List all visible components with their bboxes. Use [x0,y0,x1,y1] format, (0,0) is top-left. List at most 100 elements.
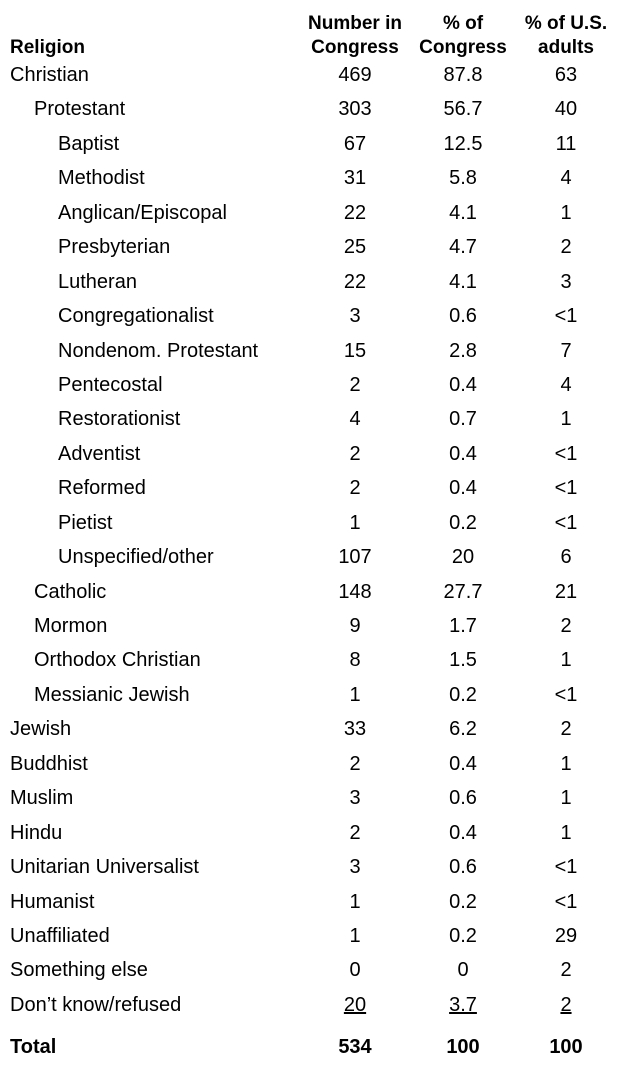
cell-value: 40 [554,98,578,121]
row-label: Christian [10,64,89,86]
row-label: Hindu [10,821,63,844]
row-label: Buddhist [10,752,88,775]
cell-value: 5.8 [449,167,477,190]
cell-value: 0.6 [449,787,477,810]
cell-value: <1 [554,305,578,328]
cell-value: 2 [349,752,361,775]
row-label: Something else [10,959,148,982]
cell-value: 0.4 [449,821,477,844]
cell-value: 3 [349,787,361,810]
row-label: Mormon [34,615,108,638]
cell-value: 2 [560,959,572,982]
row-label: Unaffiliated [10,925,110,947]
row-label: Unitarian Universalist [10,856,199,879]
cell-value: 303 [338,98,372,121]
row-label: Catholic [34,580,107,603]
cell-value: 2 [560,718,572,741]
cell-value: 2 [560,993,572,1016]
cell-value: 1 [560,752,572,775]
total-label: Total [10,1036,57,1058]
row-label: Adventist [58,442,141,465]
total-value: 100 [446,1036,480,1058]
cell-value: 4 [349,408,361,431]
cell-value: 0.2 [449,890,477,913]
cell-value: 4.1 [449,270,477,293]
cell-value: 1 [349,890,361,913]
cell-value: 15 [343,339,367,362]
cell-value: 2 [349,821,361,844]
cell-value: <1 [554,477,578,500]
cell-value: 1 [560,787,572,810]
cell-value: 1 [560,408,572,431]
cell-value: 3.7 [449,993,477,1016]
column-header: % of Congress [419,13,507,58]
row-label: Messianic Jewish [34,683,190,706]
cell-value: 6.2 [449,718,477,741]
cell-value: 29 [554,925,578,947]
cell-value: 9 [349,615,361,638]
cell-value: 56.7 [443,98,483,121]
cell-value: 25 [343,236,367,259]
cell-value: 1.7 [449,615,477,638]
cell-value: 2 [560,236,572,259]
cell-value: 11 [555,132,577,155]
cell-value: 0.6 [449,305,477,328]
cell-value: 2 [349,442,361,465]
row-label: Jewish [10,718,72,741]
cell-value: 1 [560,821,572,844]
cell-value: <1 [554,442,578,465]
cell-value: 67 [343,132,367,155]
total-value: 100 [549,1036,583,1058]
cell-value: 0.6 [449,856,477,879]
row-label: Pietist [58,511,113,534]
cell-value: <1 [554,856,578,879]
cell-value: 0 [349,959,361,982]
header-religion: Religion [10,37,85,58]
cell-value: 6 [560,546,572,569]
row-label: Nondenom. Protestant [58,339,259,362]
cell-value: <1 [554,511,578,534]
row-label: Presbyterian [58,236,171,259]
cell-value: 21 [554,580,578,603]
cell-value: 27.7 [443,580,483,603]
cell-value: 0.2 [449,511,477,534]
total-value: 534 [338,1036,372,1058]
cell-value: 148 [338,580,372,603]
cell-value: 3 [560,270,572,293]
cell-value: 4 [560,373,572,396]
cell-value: 0 [457,959,469,982]
cell-value: 31 [343,167,367,190]
cell-value: 3 [349,856,361,879]
cell-value: 1.5 [449,649,477,672]
cell-value: 4.1 [449,201,477,224]
column-header: % of U.S. adults [524,13,608,58]
cell-value: 12.5 [443,132,483,155]
cell-value: 1 [349,683,361,706]
cell-value: 22 [343,201,367,224]
row-label: Congregationalist [58,305,214,328]
cell-value: 8 [349,649,361,672]
row-label: Restorationist [58,408,181,431]
row-label: Baptist [58,132,120,155]
row-label: Anglican/Episcopal [58,201,227,224]
row-label: Unspecified/other [58,546,214,569]
row-label: Protestant [34,98,126,121]
cell-value: 2 [349,373,361,396]
row-label: Humanist [10,890,95,913]
cell-value: 63 [554,64,578,86]
row-label: Pentecostal [58,373,163,396]
row-label: Methodist [58,167,145,190]
cell-value: 22 [343,270,367,293]
cell-value: 0.2 [449,683,477,706]
cell-value: 0.2 [449,925,477,947]
row-label: Reformed [58,477,146,500]
cell-value: 4.7 [449,236,477,259]
cell-value: 4 [560,167,572,190]
cell-value: 1 [560,649,572,672]
cell-value: 0.4 [449,373,477,396]
cell-value: <1 [554,890,578,913]
cell-value: 2 [560,615,572,638]
cell-value: 20 [451,546,475,569]
cell-value: 469 [338,64,372,86]
